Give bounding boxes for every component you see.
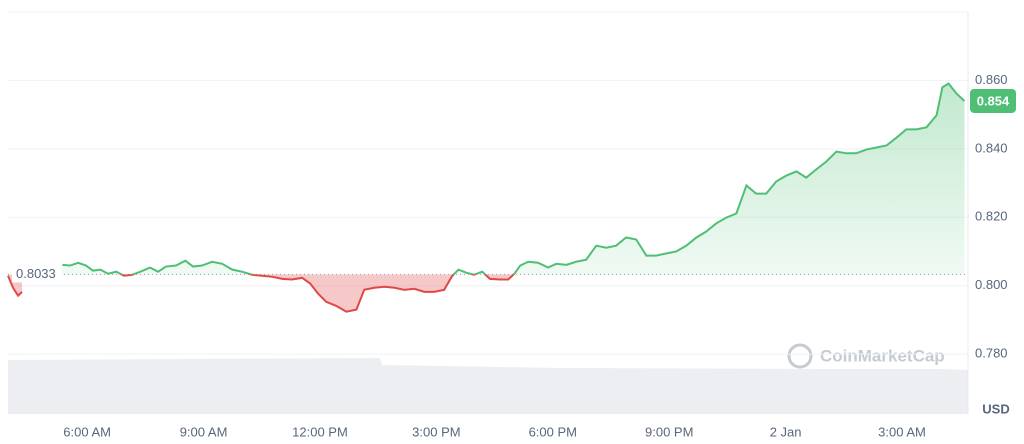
price-line-up [62, 82, 966, 275]
x-tick-label: 6:00 PM [529, 424, 577, 439]
y-tick-label: 0.860 [975, 72, 1008, 87]
currency-label: USD [982, 401, 1009, 416]
x-tick-label: 3:00 PM [412, 424, 460, 439]
x-tick-label: 12:00 PM [292, 424, 348, 439]
y-tick-label: 0.780 [975, 346, 1008, 361]
y-tick-label: 0.840 [975, 140, 1008, 155]
baseline-label-bg [12, 264, 62, 283]
watermark-text: CoinMarketCap [820, 346, 945, 365]
x-tick-label: 2 Jan [770, 424, 802, 439]
price-label-bg [970, 88, 1016, 113]
x-tick-label: 6:00 AM [63, 424, 111, 439]
baseline-label: 0.8033 [16, 266, 56, 281]
area-up [62, 83, 965, 275]
volume-area [8, 358, 968, 414]
y-tick-label: 0.820 [975, 209, 1008, 224]
y-tick-label: 0.800 [975, 277, 1008, 292]
price-label: 0.854 [977, 93, 1010, 108]
price-line-down [7, 274, 516, 313]
x-tick-label: 9:00 PM [645, 424, 693, 439]
x-tick-label: 9:00 AM [180, 424, 228, 439]
watermark: CoinMarketCap [787, 343, 945, 369]
x-tick-label: 3:00 AM [878, 424, 926, 439]
